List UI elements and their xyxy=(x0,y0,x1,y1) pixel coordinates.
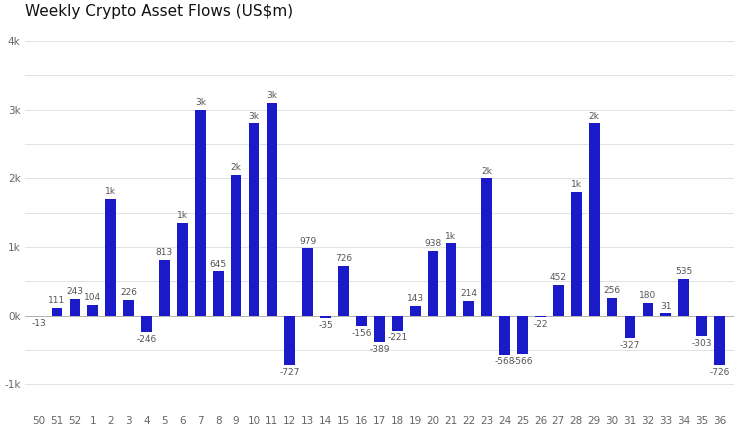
Text: 813: 813 xyxy=(156,248,173,257)
Text: -156: -156 xyxy=(351,329,372,338)
Bar xyxy=(500,316,510,355)
Text: -726: -726 xyxy=(709,368,730,377)
Text: -35: -35 xyxy=(318,321,333,330)
Bar xyxy=(284,316,295,366)
Text: 104: 104 xyxy=(84,293,101,302)
Text: 726: 726 xyxy=(335,254,352,263)
Text: 143: 143 xyxy=(407,294,424,303)
Text: 31: 31 xyxy=(660,302,672,311)
Bar xyxy=(374,316,384,342)
Bar xyxy=(213,271,224,316)
Bar xyxy=(106,199,116,316)
Bar xyxy=(463,301,475,316)
Bar xyxy=(517,316,528,354)
Text: Weekly Crypto Asset Flows (US$m): Weekly Crypto Asset Flows (US$m) xyxy=(25,4,293,19)
Bar xyxy=(410,306,421,316)
Bar xyxy=(428,251,438,316)
Text: 3k: 3k xyxy=(266,91,277,100)
Bar xyxy=(338,266,349,316)
Bar xyxy=(535,316,546,317)
Text: 2k: 2k xyxy=(231,163,241,172)
Bar xyxy=(356,316,367,326)
Text: -221: -221 xyxy=(387,334,407,342)
Bar xyxy=(177,223,187,316)
Bar xyxy=(392,316,403,331)
Bar xyxy=(624,316,635,338)
Text: -327: -327 xyxy=(620,341,640,350)
Bar xyxy=(607,298,618,316)
Text: 1k: 1k xyxy=(570,180,582,189)
Text: 3k: 3k xyxy=(195,98,206,107)
Text: -568: -568 xyxy=(494,357,515,366)
Bar xyxy=(159,260,170,316)
Bar xyxy=(249,123,259,316)
Bar xyxy=(446,243,456,316)
Bar xyxy=(553,285,564,316)
Text: 243: 243 xyxy=(66,287,83,296)
Text: -303: -303 xyxy=(692,339,712,348)
Bar xyxy=(714,316,725,366)
Text: -727: -727 xyxy=(280,368,300,377)
Text: 226: 226 xyxy=(120,288,137,297)
Text: 535: 535 xyxy=(675,267,692,276)
Text: 3k: 3k xyxy=(249,112,260,121)
Bar xyxy=(231,175,241,316)
Bar xyxy=(481,178,492,316)
Bar xyxy=(69,299,80,316)
Text: 938: 938 xyxy=(424,240,441,249)
Bar xyxy=(643,303,653,316)
Text: 979: 979 xyxy=(299,237,317,246)
Bar xyxy=(571,192,582,316)
Text: 1k: 1k xyxy=(446,232,456,241)
Bar xyxy=(123,300,134,316)
Bar xyxy=(141,316,152,332)
Bar xyxy=(52,308,63,316)
Text: 256: 256 xyxy=(604,286,621,295)
Text: -566: -566 xyxy=(512,357,533,366)
Bar xyxy=(589,123,599,316)
Text: 2k: 2k xyxy=(589,112,599,121)
Text: -22: -22 xyxy=(534,320,548,329)
Text: 214: 214 xyxy=(461,289,477,298)
Bar xyxy=(696,316,707,336)
Bar xyxy=(320,316,331,318)
Text: 645: 645 xyxy=(210,260,227,269)
Bar xyxy=(88,305,98,316)
Text: 1k: 1k xyxy=(177,211,188,220)
Bar xyxy=(266,103,277,316)
Text: 2k: 2k xyxy=(481,166,492,175)
Bar xyxy=(661,313,671,316)
Text: 180: 180 xyxy=(639,292,657,301)
Text: -246: -246 xyxy=(137,335,156,344)
Text: -389: -389 xyxy=(369,345,390,354)
Text: -13: -13 xyxy=(32,319,46,328)
Bar xyxy=(195,110,206,316)
Bar xyxy=(303,249,313,316)
Text: 1k: 1k xyxy=(106,187,117,196)
Bar xyxy=(678,279,689,316)
Text: 452: 452 xyxy=(550,273,567,282)
Text: 111: 111 xyxy=(49,296,66,305)
